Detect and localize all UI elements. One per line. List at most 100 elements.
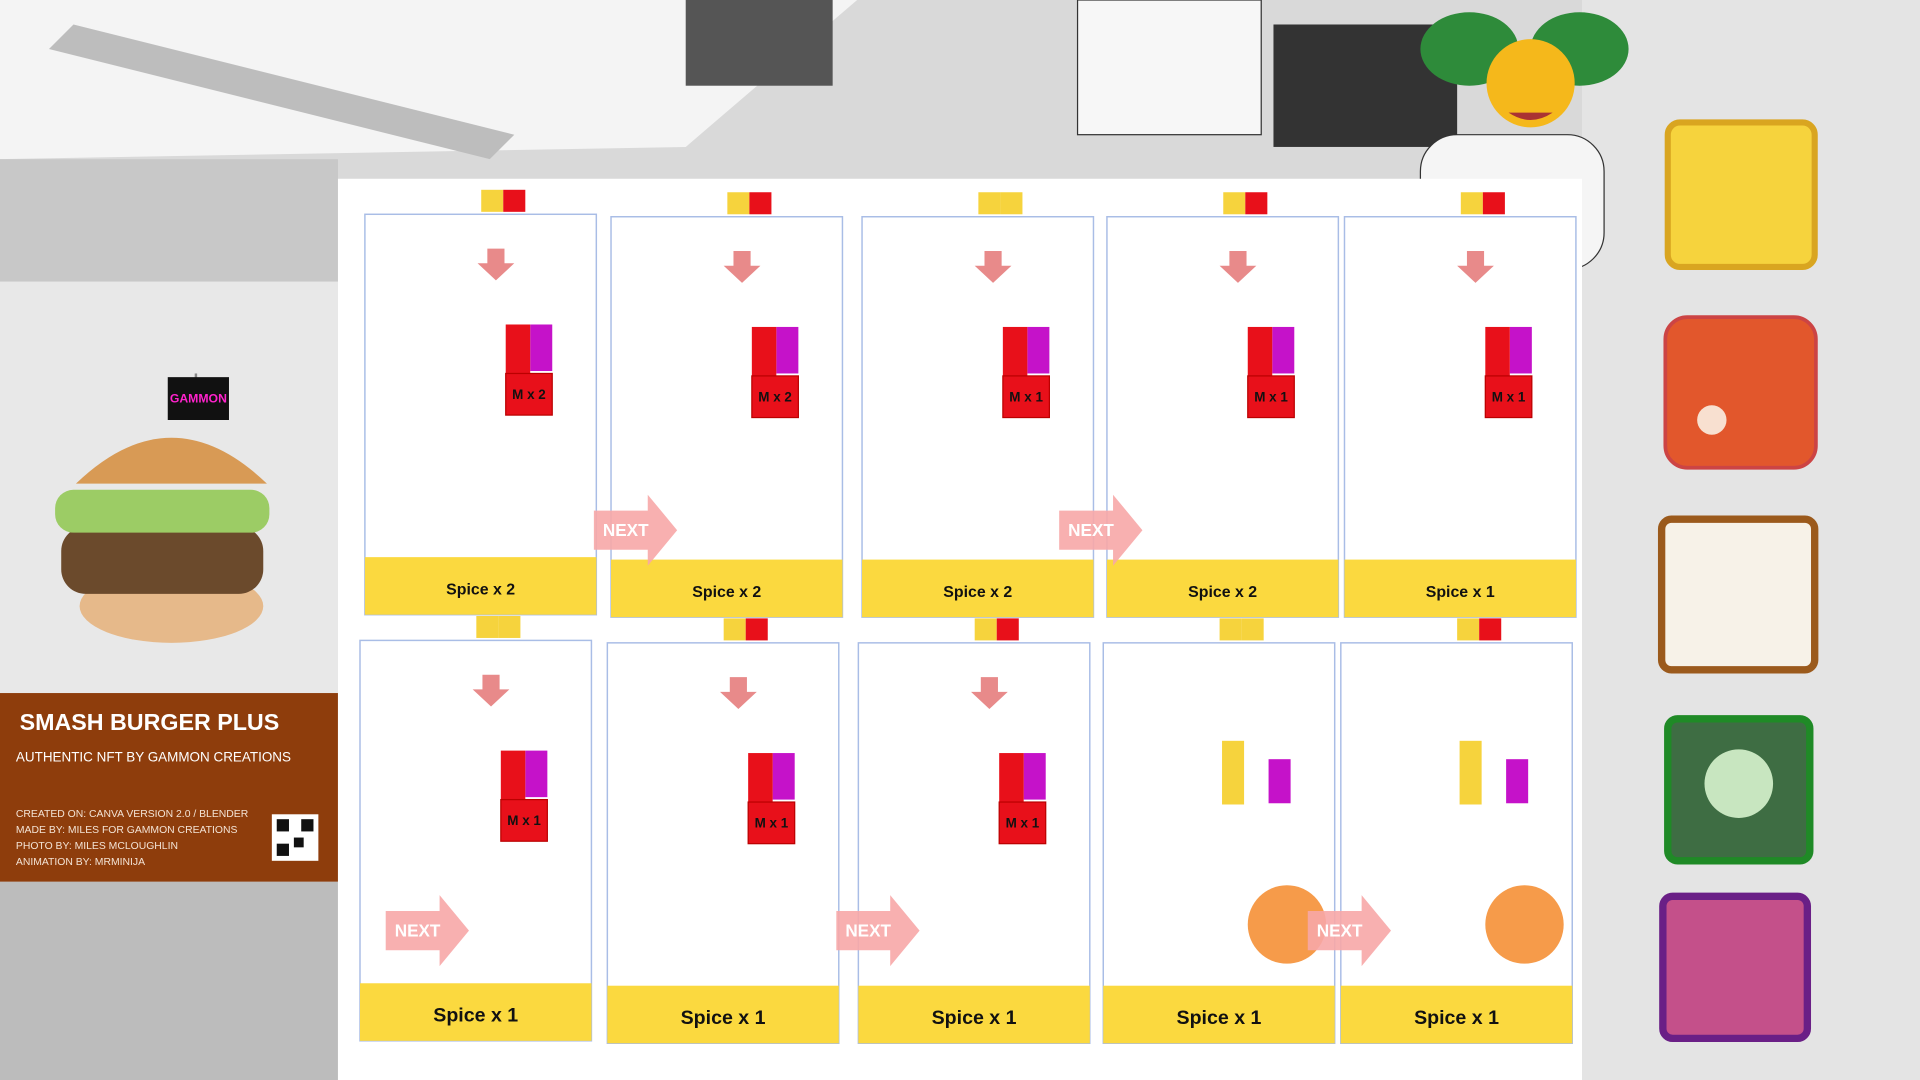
spice-label: Spice x 2 (446, 581, 515, 598)
credit-line: PHOTO BY: MILES MCLOUGHLIN (16, 841, 178, 852)
preview-piece (974, 618, 997, 641)
preview-piece (1000, 192, 1023, 215)
magenta-piece (530, 324, 553, 372)
magenta-piece (772, 753, 795, 800)
next-arrow (1307, 895, 1392, 967)
preview-piece (749, 192, 772, 215)
chef-mouth (1508, 112, 1553, 120)
red-block (998, 801, 1047, 845)
red-piece (500, 750, 526, 800)
red-piece (1247, 326, 1273, 376)
down-arrow (974, 251, 1012, 283)
magenta-piece (1268, 759, 1291, 804)
qr-code (301, 819, 314, 832)
preview-piece (1479, 618, 1502, 641)
red-piece (1002, 326, 1028, 376)
next-label: NEXT (1068, 520, 1114, 540)
beam (48, 24, 515, 160)
tutorial-panel: Spice x 1 M x 1 (606, 618, 840, 1044)
next-arrows: NEXT NEXT NEXT NEXT NEXT (385, 494, 1392, 967)
magenta-piece (1023, 753, 1046, 800)
burst (1247, 885, 1327, 964)
block-label: M x 2 (512, 387, 546, 402)
tutorial-panel: Spice x 1 (1102, 618, 1336, 1044)
nft-card: GAMMON SMASH BURGER PLUS AUTHENTIC NFT B… (0, 281, 338, 882)
magenta-piece (1027, 326, 1050, 374)
tutorial-panel: Spice x 2 M x 2 (364, 189, 598, 616)
preview-piece (978, 192, 1001, 215)
panel-frame (861, 216, 1095, 618)
card-subtitle: AUTHENTIC NFT BY GAMMON CREATIONS (16, 750, 291, 765)
red-piece (751, 326, 777, 376)
card-title: SMASH BURGER PLUS (20, 709, 280, 735)
shelf (0, 159, 338, 282)
preview-piece (1457, 618, 1480, 641)
magenta-piece (776, 326, 799, 374)
next-label: NEXT (845, 920, 891, 940)
spice-bar (1106, 559, 1339, 618)
spice-bar (1344, 559, 1576, 618)
qr-code (276, 819, 289, 832)
preview-piece (498, 615, 521, 638)
tutorial-panel: Spice x 1 M x 1 (359, 615, 593, 1042)
bottles (0, 881, 338, 1080)
tutorial-panel: Spice x 2 M x 2 (610, 192, 844, 618)
preview-piece (1219, 618, 1242, 641)
tutorial-panel: Spice x 1 M x 1 (1343, 192, 1577, 618)
icon-swirl[interactable] (1659, 892, 1812, 1043)
panel-frame (1106, 216, 1340, 618)
magenta-piece (1272, 326, 1295, 374)
spice-bar (360, 983, 592, 1041)
preview-piece (1482, 192, 1505, 215)
next-arrow (593, 494, 678, 566)
panel-frame (359, 639, 593, 1042)
next-label: NEXT (1317, 920, 1363, 940)
panel-frame (1102, 642, 1336, 1044)
icon-glyph (1697, 405, 1727, 435)
red-block (1247, 375, 1295, 419)
spice-label: Spice x 2 (1188, 584, 1257, 601)
preview-piece (996, 618, 1019, 641)
panel-frame (1343, 216, 1577, 618)
preview-piece (727, 192, 750, 215)
down-arrow (720, 677, 757, 709)
icon-bubbles[interactable] (1657, 515, 1819, 674)
red-piece (748, 753, 773, 803)
flag (167, 377, 229, 420)
next-arrow (1059, 494, 1143, 566)
icon-spice[interactable] (1664, 119, 1818, 270)
panel-frame (857, 642, 1091, 1044)
spice-label: Spice x 1 (1426, 584, 1495, 601)
panel-frame (610, 216, 844, 618)
magenta-piece (1509, 326, 1532, 374)
chef-head (1486, 39, 1575, 128)
block-label: M x 1 (1006, 816, 1040, 831)
block-label: M x 1 (1492, 390, 1526, 405)
panel-frame (606, 642, 840, 1044)
icon-timer[interactable] (1663, 315, 1818, 470)
panel-frame (1340, 642, 1573, 1044)
patty (61, 526, 264, 594)
block-label: M x 1 (1254, 390, 1288, 405)
spice-label: Spice x 2 (692, 584, 761, 601)
preview-piece (503, 189, 526, 212)
icon-glyph (1704, 749, 1774, 818)
tutorial-panel: Spice x 1 M x 1 (857, 618, 1091, 1044)
panel-grid: Spice x 2 M x 2 Spice x 2 M x 2 Spice x 2 M x… (359, 189, 1577, 1044)
red-block (505, 372, 553, 416)
spice-bar (858, 985, 1090, 1044)
spice-bar (611, 559, 843, 618)
magenta-piece (525, 750, 548, 798)
next-arrow (836, 895, 920, 967)
spice-bar (1340, 985, 1573, 1044)
preview-piece (1241, 618, 1264, 641)
qr-code (293, 837, 304, 848)
down-arrow (1219, 251, 1257, 283)
ceiling (0, 0, 858, 160)
red-block (1002, 375, 1050, 419)
preview-piece (1460, 192, 1483, 215)
preview-piece (745, 618, 768, 641)
flag-text: GAMMON (170, 391, 227, 405)
red-block (747, 801, 796, 845)
down-arrow (971, 677, 1008, 709)
